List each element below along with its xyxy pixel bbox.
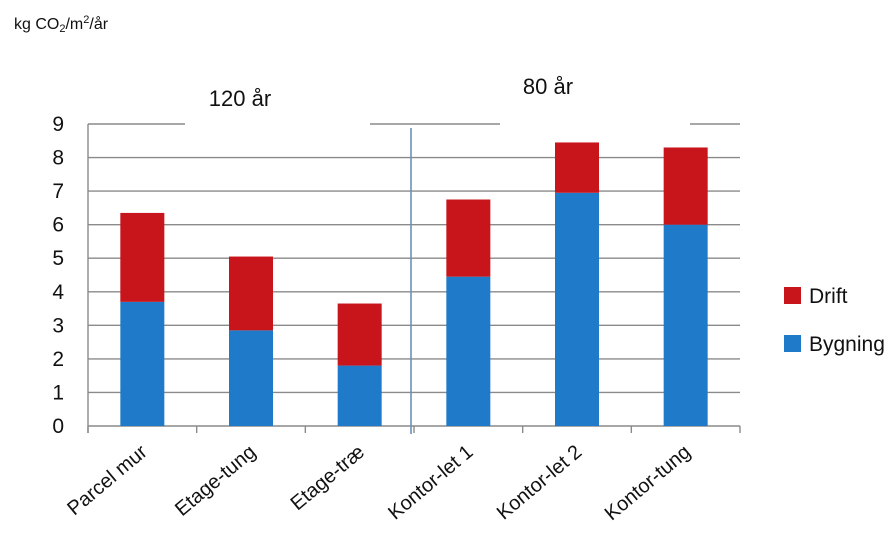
bar-drift (337, 303, 382, 366)
x-category-label: Kontor-let 2 (493, 441, 586, 524)
x-category-label: Etage-tung (171, 441, 260, 521)
y-tick-label: 3 (52, 314, 64, 337)
bar-bygning (120, 301, 165, 426)
y-tick-label: 7 (52, 180, 64, 203)
y-axis-unit-label: kg CO2/m2/år (14, 14, 109, 35)
x-category-label: Parcel mur (63, 441, 151, 520)
y-tick-label: 8 (52, 147, 64, 170)
legend-label: Drift (809, 285, 848, 308)
legend-swatch (784, 335, 801, 352)
bar-bygning (229, 330, 273, 426)
bar-drift (229, 256, 273, 331)
y-tick-label: 2 (52, 348, 64, 371)
bar-bygning (663, 224, 708, 426)
bar-drift (663, 147, 708, 225)
legend-label: Bygning (809, 333, 885, 356)
x-category-label: Kontor-let 1 (384, 441, 477, 524)
bar-drift (555, 142, 599, 193)
bar-drift (120, 212, 165, 302)
bar-drift (446, 199, 491, 277)
legend-swatch (784, 287, 801, 304)
period-label: 120 år (209, 86, 271, 111)
y-tick-label: 5 (52, 247, 64, 270)
y-tick-label: 0 (52, 415, 64, 438)
bar-bygning (555, 192, 599, 426)
bar-bygning (446, 276, 491, 426)
x-category-label: Kontor-tung (601, 441, 695, 525)
period-label: 80 år (523, 74, 573, 99)
y-tick-label: 6 (52, 214, 64, 237)
y-tick-label: 9 (52, 113, 64, 136)
y-tick-label: 1 (52, 381, 64, 404)
x-category-label: Etage-træ (287, 441, 369, 515)
y-tick-label: 4 (52, 281, 64, 304)
bar-bygning (337, 365, 382, 426)
